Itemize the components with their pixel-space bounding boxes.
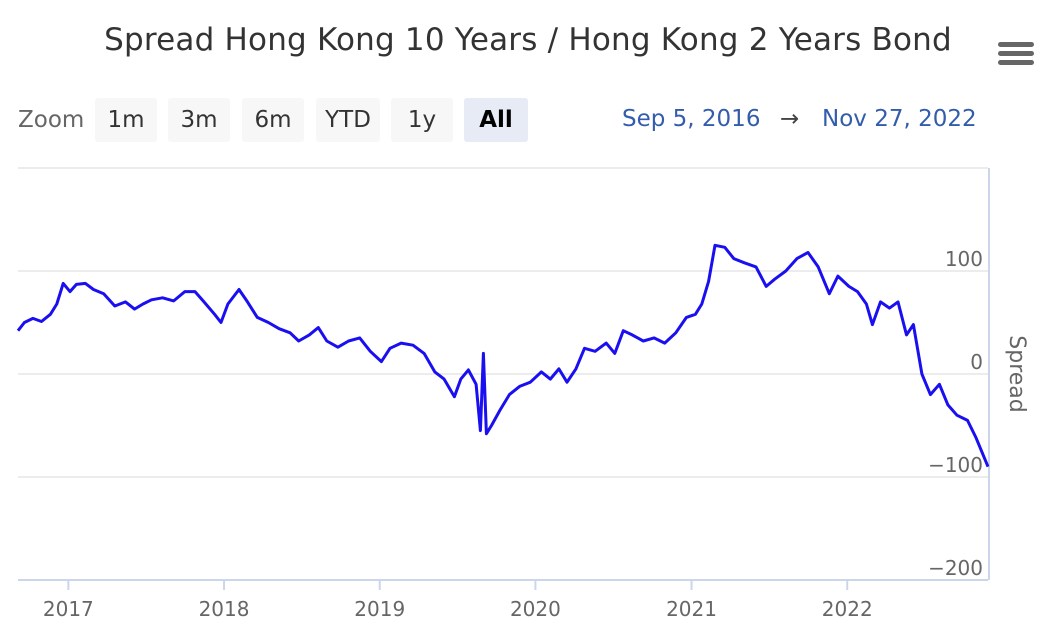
spread-series-line: [16, 243, 990, 468]
range-to-input[interactable]: Nov 27, 2022: [822, 106, 977, 132]
x-tick-label: 2019: [354, 597, 405, 621]
y-axis-ticks: 100 0 −100 −200: [928, 247, 983, 580]
y-tick-label: −100: [928, 453, 983, 477]
hamburger-menu-icon[interactable]: [998, 42, 1034, 66]
menu-bar: [998, 42, 1034, 47]
y-axis-label: Spread: [1004, 335, 1029, 412]
zoom-1y-button[interactable]: 1y: [391, 98, 453, 142]
y-tick-label: 0: [970, 350, 983, 374]
range-from-input[interactable]: Sep 5, 2016: [622, 106, 761, 132]
menu-bar: [998, 60, 1034, 65]
zoom-all-button[interactable]: All: [464, 98, 528, 142]
x-tick-label: 2017: [43, 597, 94, 621]
x-tick-label: 2022: [822, 597, 873, 621]
grid-lines: [18, 167, 988, 581]
zoom-label: Zoom: [18, 107, 85, 133]
x-axis-ticks: 2017 2018 2019 2020 2021 2022: [43, 580, 873, 621]
x-tick-label: 2020: [510, 597, 561, 621]
range-arrow: →: [780, 106, 800, 132]
zoom-6m-button[interactable]: 6m: [242, 98, 304, 142]
y-tick-label: −200: [928, 556, 983, 580]
zoom-3m-button[interactable]: 3m: [168, 98, 230, 142]
zoom-1m-button[interactable]: 1m: [95, 98, 157, 142]
chart-title: Spread Hong Kong 10 Years / Hong Kong 2 …: [104, 22, 952, 58]
x-tick-label: 2018: [199, 597, 250, 621]
x-tick-label: 2021: [666, 597, 717, 621]
y-tick-label: 100: [945, 247, 983, 271]
zoom-ytd-button[interactable]: YTD: [316, 98, 380, 142]
menu-bar: [998, 51, 1034, 56]
